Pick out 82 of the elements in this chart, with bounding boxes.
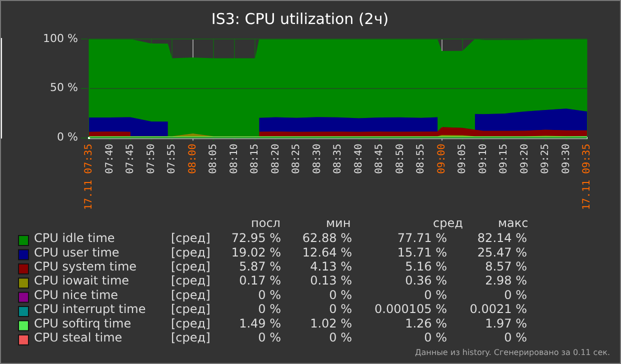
y-tick-label: 0 % bbox=[57, 130, 78, 144]
text: 0.000105 % bbox=[374, 302, 447, 316]
text: [сред] bbox=[171, 288, 210, 302]
x-tick-label: 08:25 bbox=[291, 144, 302, 174]
x-tick-label: 08:50 bbox=[394, 144, 406, 174]
text: 0 % bbox=[258, 330, 281, 345]
y-tick-label: 100 % bbox=[43, 32, 78, 45]
legend-label: CPU idle time bbox=[34, 231, 115, 246]
x-tick-label: 08:35 bbox=[332, 144, 344, 174]
text: посл bbox=[251, 216, 280, 230]
x-tick-label: 07:40 bbox=[104, 144, 116, 174]
y-tick-label: 50 % bbox=[50, 81, 78, 94]
x-tick-label: 09:00 bbox=[436, 144, 448, 174]
text: 0 % bbox=[258, 288, 281, 302]
x-tick-label: 08:20 bbox=[270, 144, 282, 174]
chart-title: IS3: CPU utilization (2ч) bbox=[211, 10, 389, 28]
text: [сред] bbox=[171, 316, 210, 330]
legend-label: CPU steal time bbox=[34, 330, 122, 345]
x-tick-label: 09:25 bbox=[540, 144, 552, 174]
x-tick-label: 09:15 bbox=[498, 144, 510, 174]
text: 1.97 % bbox=[485, 316, 527, 330]
text: 15.71 % bbox=[397, 245, 447, 260]
legend-label: CPU iowait time bbox=[34, 274, 130, 288]
text: 5.87 % bbox=[239, 260, 281, 274]
text: [сред] bbox=[171, 274, 210, 288]
text: 0 % bbox=[504, 288, 527, 302]
text: 0 % bbox=[424, 288, 447, 302]
x-tick-label: 07:50 bbox=[146, 144, 157, 174]
text: Данные из history. Сгенерировано за 0.11 сек. bbox=[415, 348, 610, 358]
x-tick-label: 08:10 bbox=[228, 144, 240, 174]
x-tick-label: 07:45 bbox=[125, 144, 136, 174]
legend-label: CPU nice time bbox=[34, 288, 118, 302]
legend-label: CPU system time bbox=[34, 260, 137, 274]
x-tick-label: 17.11 07:35 bbox=[84, 144, 95, 210]
text: 25.47 % bbox=[477, 245, 527, 260]
text: 0.17 % bbox=[239, 274, 281, 288]
text: 0 % bbox=[329, 302, 352, 316]
text: 12.64 % bbox=[302, 245, 352, 260]
text: 1.49 % bbox=[239, 316, 281, 330]
text: 2.98 % bbox=[485, 274, 527, 288]
x-tick-label: 08:00 bbox=[187, 144, 198, 174]
x-tick-label: 08:05 bbox=[208, 144, 220, 174]
text: [сред] bbox=[171, 245, 210, 260]
text: мин bbox=[326, 216, 351, 230]
text: 62.88 % bbox=[302, 231, 352, 246]
x-tick-label: 08:55 bbox=[416, 144, 427, 174]
x-tick-label: 09:05 bbox=[457, 144, 468, 174]
text: 82.14 % bbox=[477, 231, 527, 246]
text: 19.02 % bbox=[231, 245, 281, 260]
x-tick-label: 07:55 bbox=[166, 144, 178, 174]
text: 4.13 % bbox=[310, 260, 352, 274]
text: макс bbox=[498, 216, 528, 230]
text: [сред] bbox=[171, 330, 210, 345]
text: 77.71 % bbox=[397, 231, 447, 246]
text: 1.26 % bbox=[405, 316, 447, 330]
legend-label: CPU softirq time bbox=[34, 316, 132, 330]
text: 8.57 % bbox=[485, 260, 527, 274]
text: 0.13 % bbox=[310, 274, 352, 288]
x-tick-label: 08:45 bbox=[374, 144, 386, 174]
x-tick-label: 09:30 bbox=[560, 144, 572, 174]
text: [сред] bbox=[171, 231, 210, 246]
text: 5.16 % bbox=[405, 260, 447, 274]
text: 0 % bbox=[504, 330, 527, 345]
text: [сред] bbox=[171, 260, 210, 274]
text: 0.0021 % bbox=[470, 302, 527, 316]
x-tick-label: 08:30 bbox=[312, 144, 323, 174]
text: 0 % bbox=[258, 302, 281, 316]
text: сред bbox=[433, 216, 463, 230]
text: 0.36 % bbox=[405, 274, 447, 288]
x-tick-label: 08:15 bbox=[250, 144, 261, 174]
x-tick-label: 08:40 bbox=[353, 144, 364, 174]
text: [сред] bbox=[171, 302, 210, 316]
text: 0 % bbox=[329, 330, 352, 345]
text: 0 % bbox=[329, 288, 352, 302]
x-tick-label: 09:10 bbox=[478, 144, 489, 174]
text: 72.95 % bbox=[231, 231, 281, 246]
legend-label: CPU user time bbox=[34, 245, 120, 260]
x-tick-label: 09:20 bbox=[519, 144, 530, 174]
text: 1.02 % bbox=[310, 316, 352, 330]
x-tick-label: 17.11 09:35 bbox=[582, 144, 593, 210]
legend-label: CPU interrupt time bbox=[34, 302, 146, 316]
text: 0 % bbox=[424, 330, 447, 345]
